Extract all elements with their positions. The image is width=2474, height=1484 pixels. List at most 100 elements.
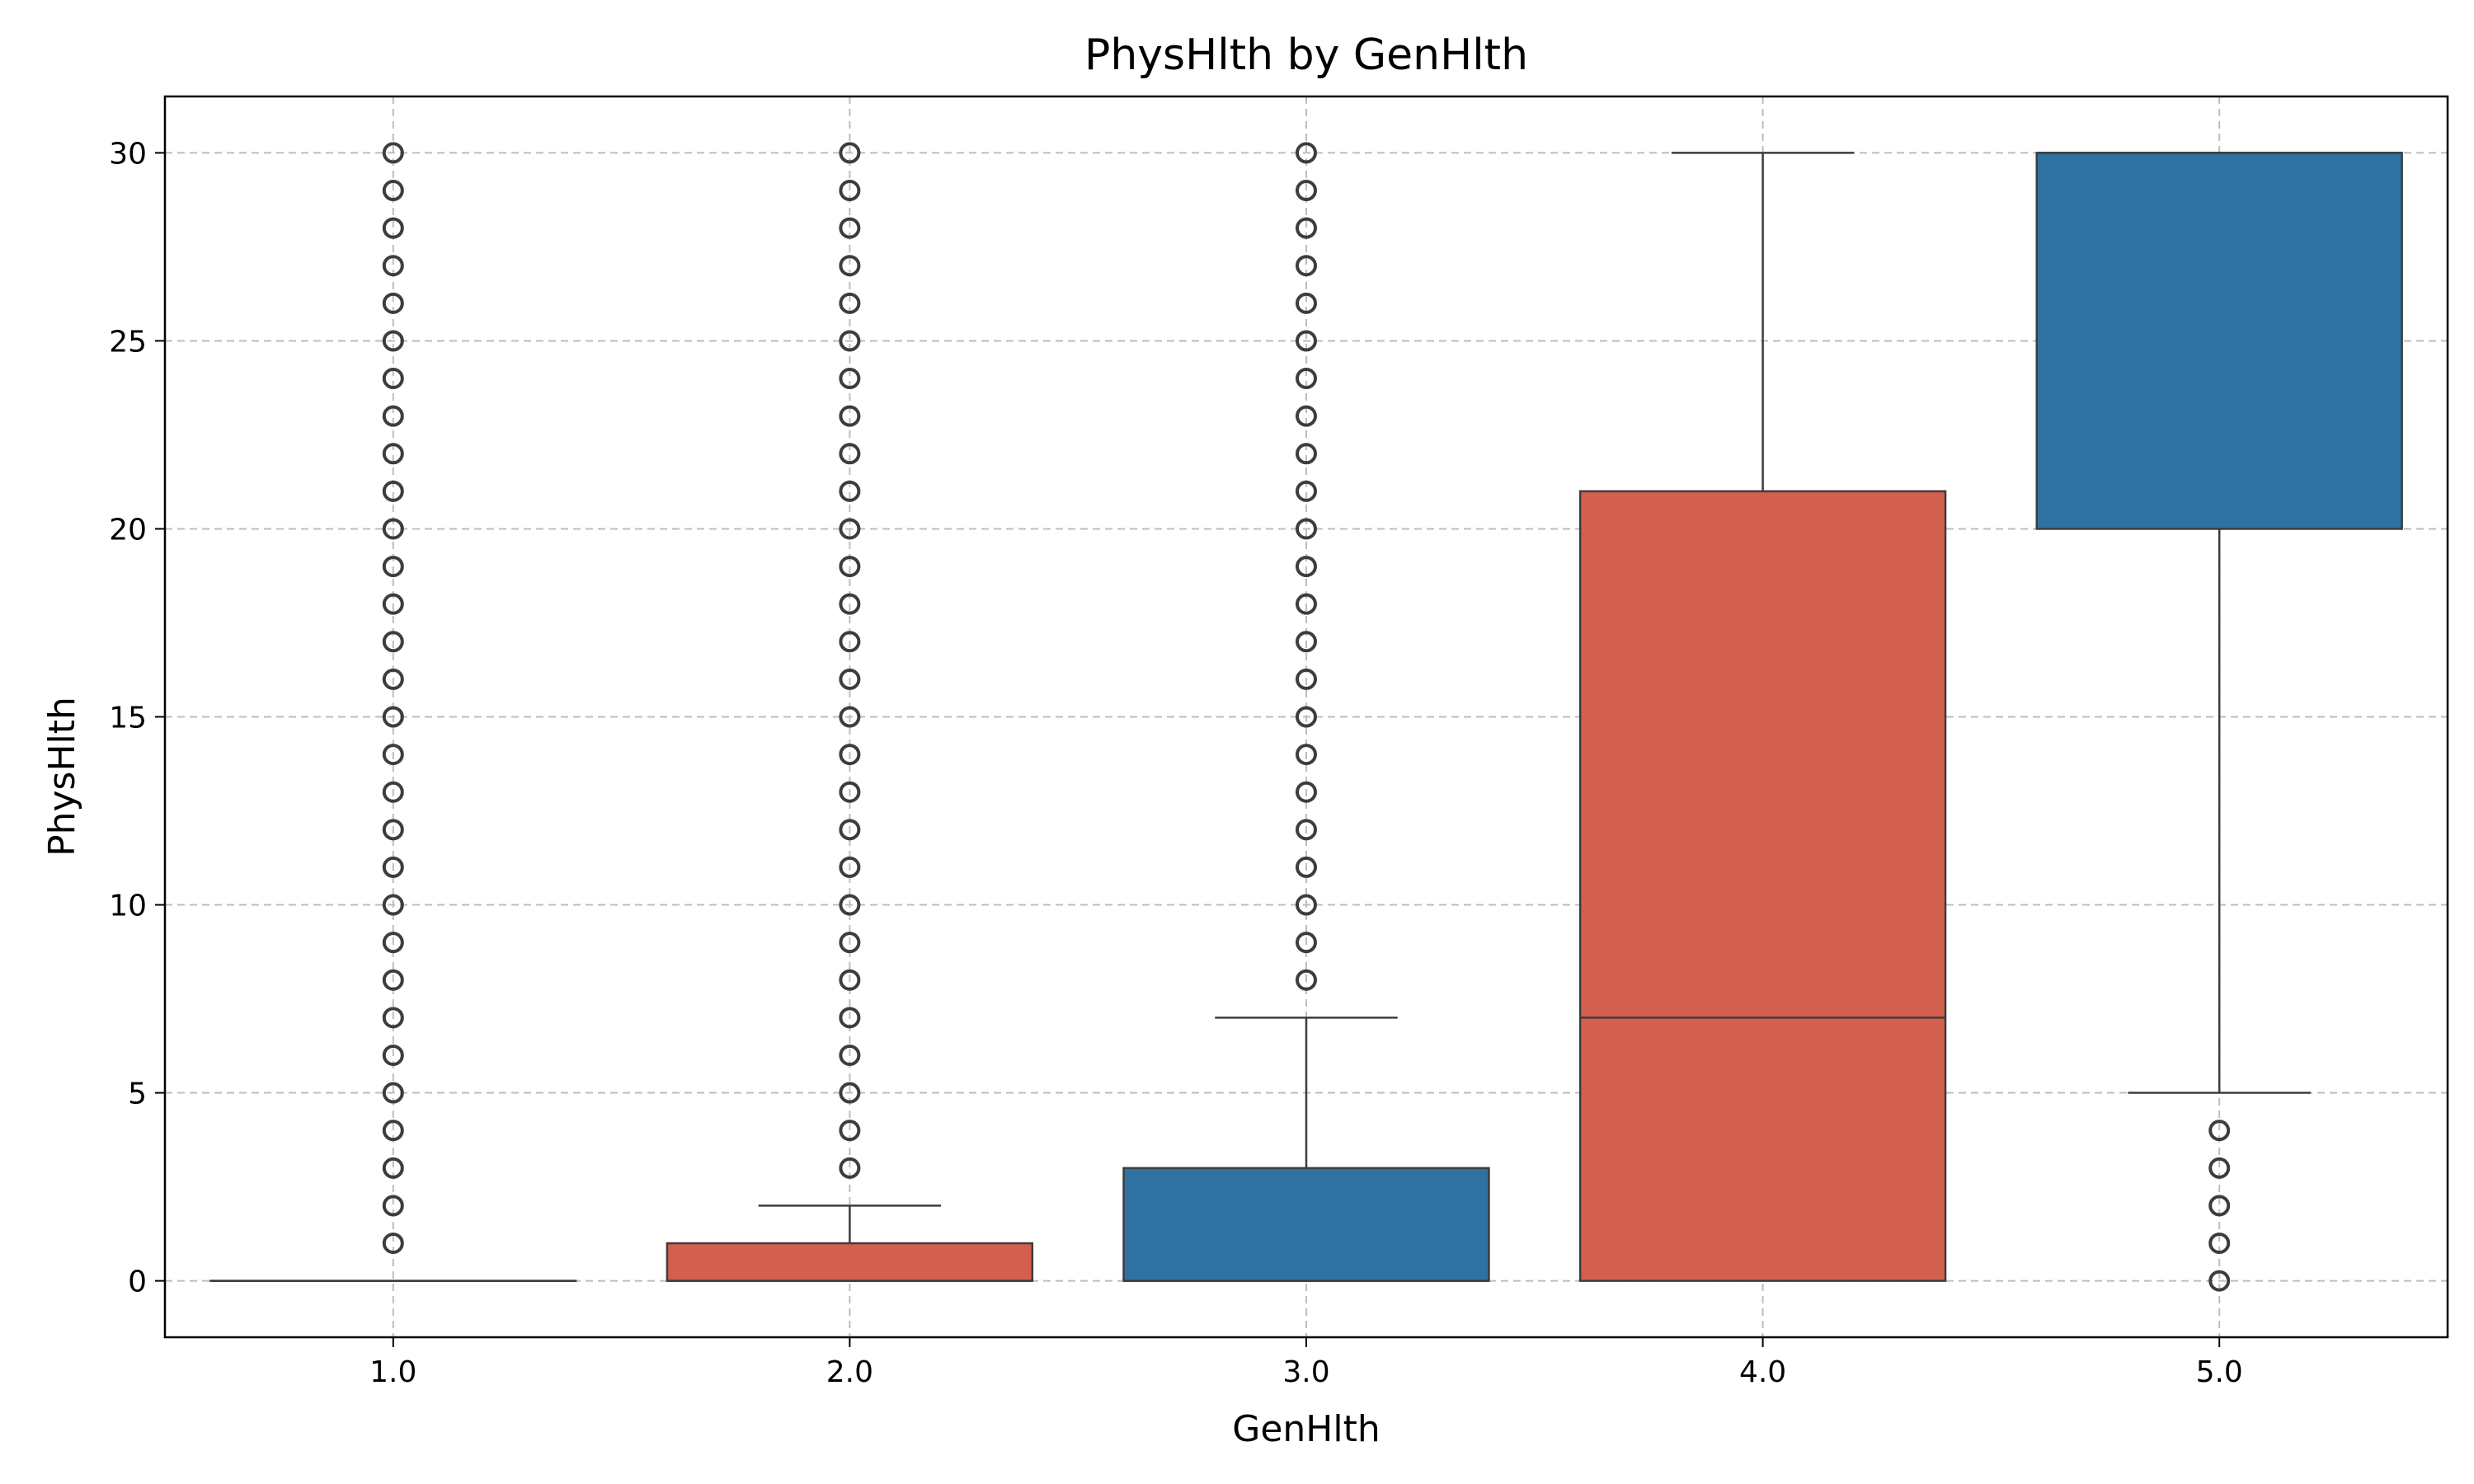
y-tick-label: 0 <box>128 1266 147 1299</box>
outlier-point <box>382 969 404 991</box>
outlier-point <box>382 443 404 465</box>
outlier-point <box>382 1157 404 1179</box>
outlier-point <box>1296 631 1317 653</box>
box-group-3.0 <box>1122 1017 1490 1282</box>
outlier-point <box>839 292 861 314</box>
axis-ticks: 0 5 10 15 20 25 30 1.0 2.0 3.0 4.0 5.0 <box>109 137 2243 1389</box>
outlier-point <box>382 1044 404 1066</box>
y-axis-title: PhysHlth <box>41 697 83 857</box>
outlier-point <box>839 255 861 277</box>
outlier-point <box>839 856 861 878</box>
x-axis-title: GenHlth <box>1232 1408 1380 1450</box>
outlier-point <box>839 1007 861 1029</box>
x-tick-label: 5.0 <box>2196 1355 2243 1389</box>
outlier-point <box>839 405 861 427</box>
outlier-point <box>1296 368 1317 390</box>
y-tick-label: 5 <box>128 1078 147 1111</box>
outlier-point <box>1296 706 1317 728</box>
outlier-point <box>1296 668 1317 690</box>
outlier-point <box>382 819 404 841</box>
outlier-point <box>839 217 861 239</box>
box-group-4.0 <box>1578 152 1947 1282</box>
outlier-point <box>382 668 404 690</box>
outlier-point <box>839 668 861 690</box>
outlier-point <box>839 1082 861 1104</box>
outlier-point <box>1296 856 1317 878</box>
outlier-point <box>1296 744 1317 766</box>
outliers <box>382 142 2231 1292</box>
outlier-point <box>382 856 404 878</box>
outlier-point <box>839 556 861 578</box>
outlier-point <box>839 368 861 390</box>
outlier-point <box>382 180 404 202</box>
outlier-point <box>2208 1270 2231 1292</box>
outlier-point <box>839 443 861 465</box>
outlier-point <box>382 518 404 540</box>
outlier-point <box>1296 932 1317 954</box>
outlier-point <box>2208 1195 2231 1217</box>
outlier-point <box>382 405 404 427</box>
outlier-point <box>1296 405 1317 427</box>
outlier-point <box>382 1007 404 1029</box>
y-tick-label: 10 <box>109 890 147 923</box>
outlier-point <box>839 330 861 352</box>
outlier-point <box>839 744 861 766</box>
outlier-point <box>382 556 404 578</box>
outlier-point <box>1296 969 1317 991</box>
y-tick-label: 15 <box>109 702 147 735</box>
outlier-point <box>382 781 404 803</box>
outlier-point <box>2208 1232 2231 1254</box>
outlier-point <box>382 142 404 164</box>
y-tick-label: 25 <box>109 325 147 359</box>
outlier-point <box>1296 556 1317 578</box>
outlier-point <box>382 706 404 728</box>
x-tick-label: 4.0 <box>1739 1355 1786 1389</box>
outlier-point <box>839 1157 861 1179</box>
box-iqr <box>1122 1167 1490 1282</box>
outlier-point <box>382 255 404 277</box>
outlier-point <box>1296 292 1317 314</box>
outlier-point <box>839 819 861 841</box>
outlier-point <box>382 744 404 766</box>
outlier-point <box>839 781 861 803</box>
outlier-point <box>1296 330 1317 352</box>
outlier-point <box>1296 518 1317 540</box>
outlier-point <box>1296 781 1317 803</box>
outlier-point <box>1296 217 1317 239</box>
outlier-point <box>382 1082 404 1104</box>
boxes <box>209 152 2403 1282</box>
outlier-point <box>1296 819 1317 841</box>
outlier-point <box>382 1120 404 1142</box>
x-tick-label: 1.0 <box>369 1355 416 1389</box>
y-tick-label: 30 <box>109 137 147 171</box>
outlier-point <box>382 894 404 916</box>
outlier-point <box>1296 255 1317 277</box>
outlier-point <box>839 706 861 728</box>
outlier-point <box>2208 1157 2231 1179</box>
outlier-point <box>382 368 404 390</box>
chart-title: PhysHlth by GenHlth <box>1084 31 1528 80</box>
outlier-point <box>839 969 861 991</box>
outlier-point <box>382 1195 404 1217</box>
outlier-point <box>382 1232 404 1254</box>
box-iqr <box>2035 152 2403 530</box>
outlier-point <box>839 894 861 916</box>
box-iqr <box>1578 490 1947 1282</box>
x-tick-label: 3.0 <box>1282 1355 1329 1389</box>
outlier-point <box>839 180 861 202</box>
outlier-point <box>839 932 861 954</box>
outlier-point <box>382 932 404 954</box>
outlier-point <box>1296 894 1317 916</box>
box-group-5.0 <box>2035 152 2403 1094</box>
y-tick-label: 20 <box>109 513 147 547</box>
outlier-point <box>382 631 404 653</box>
box-group-2.0 <box>666 1205 1034 1282</box>
outlier-point <box>1296 142 1317 164</box>
outlier-point <box>1296 593 1317 615</box>
outlier-point <box>839 593 861 615</box>
outlier-point <box>1296 480 1317 502</box>
outlier-point <box>839 1120 861 1142</box>
outlier-point <box>382 292 404 314</box>
outlier-point <box>839 518 861 540</box>
